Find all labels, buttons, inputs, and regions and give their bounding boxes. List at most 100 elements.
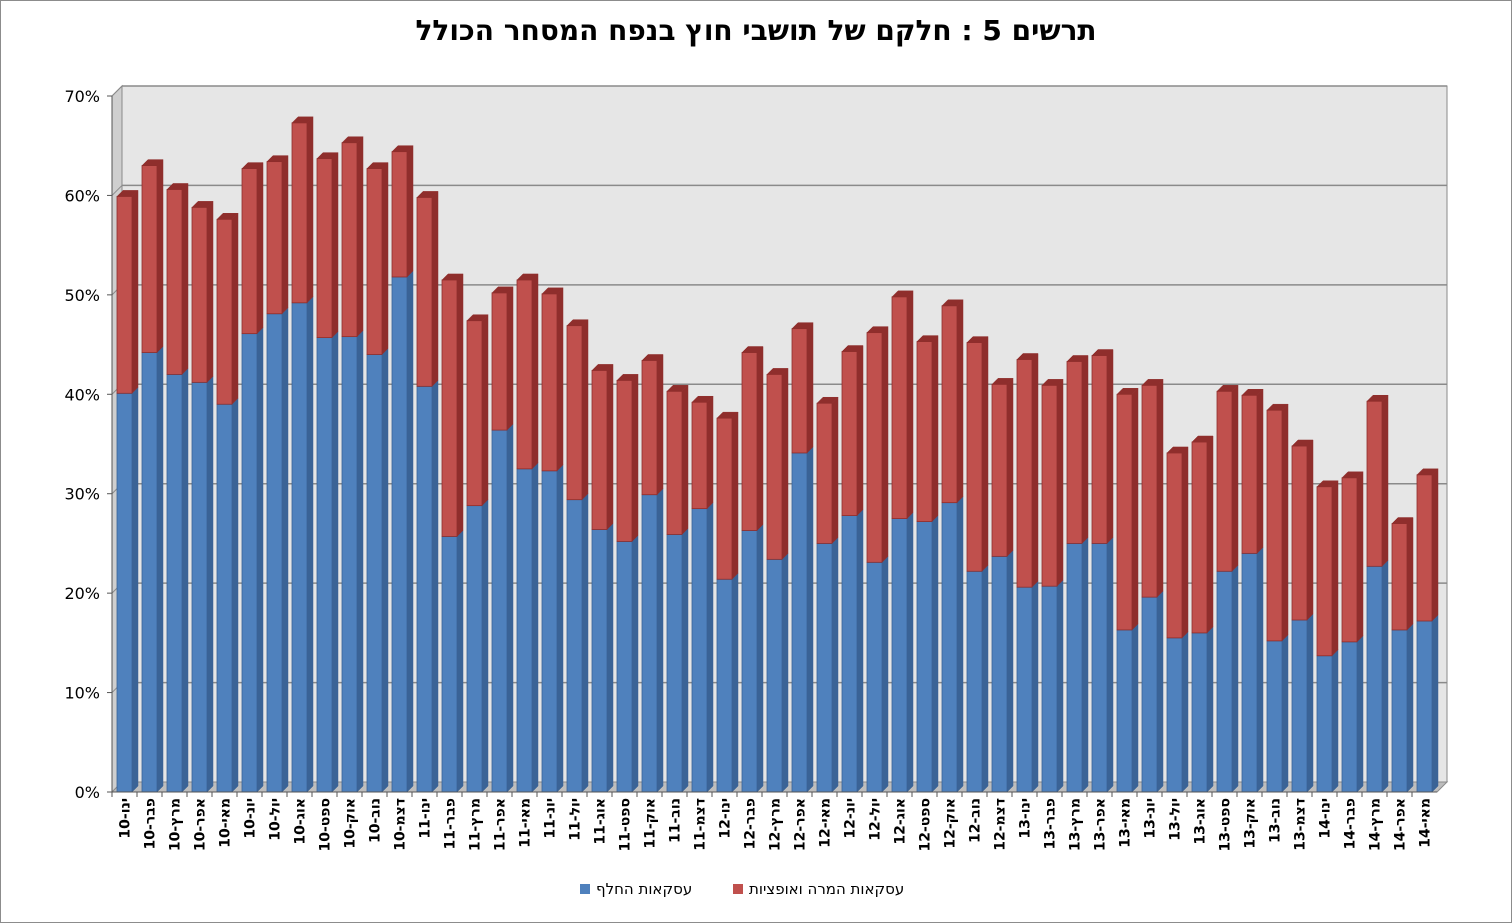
y-tick-label: 50% [64, 286, 100, 305]
bar-swaps [1066, 543, 1083, 793]
bar-swaps [691, 508, 708, 793]
bar-swaps-side [656, 488, 664, 793]
bar-forwards [841, 351, 858, 516]
bar-top [316, 152, 339, 159]
bar-top [591, 364, 614, 371]
bar-forwards [1141, 384, 1158, 598]
bar-top [816, 396, 839, 404]
x-tick-label: יונ-13 [1143, 798, 1159, 839]
x-tick-label: ספט-11 [618, 798, 634, 852]
bar-top [1316, 480, 1339, 488]
bar-top [1016, 353, 1039, 360]
x-tick-label: מרץ-13 [1068, 798, 1084, 851]
bar-forwards-side [1006, 377, 1014, 557]
bar-swaps-side [856, 508, 864, 793]
bar-forwards [941, 305, 958, 504]
bar-forwards-side [1031, 352, 1039, 588]
gridline-side [111, 185, 123, 196]
bar-swaps-side [731, 572, 739, 793]
x-tick-label: אוג-10 [293, 798, 309, 845]
bar-swaps [491, 429, 508, 793]
bar-forwards-side [1131, 387, 1139, 631]
bar-forwards-side [1331, 480, 1339, 657]
bar-swaps-side [1106, 536, 1114, 793]
bar-swaps-side [1431, 614, 1439, 793]
x-tick-label: פבר-12 [743, 798, 759, 849]
bar-top [191, 201, 214, 208]
bar-forwards-side [1231, 384, 1239, 572]
bar-forwards [866, 332, 883, 563]
bar-swaps [1166, 637, 1183, 793]
bar-forwards-side [431, 190, 439, 387]
bar-forwards [516, 279, 533, 470]
x-tick-label: יול-12 [868, 798, 884, 841]
bar-swaps [941, 502, 958, 793]
bar-top [741, 346, 764, 353]
bar-top [241, 162, 264, 169]
bar-forwards [141, 165, 158, 353]
bar-swaps-side [831, 536, 839, 793]
x-tick-label: אוג-11 [593, 798, 609, 845]
bar-forwards [766, 373, 783, 560]
bar-forwards-side [856, 344, 864, 517]
x-tick-label: מאי-13 [1118, 798, 1134, 848]
y-tick-label: 20% [64, 584, 100, 603]
y-tick-label: 40% [64, 385, 100, 404]
bar-forwards-side [906, 290, 914, 520]
legend-item-swaps: עסקאות החלף [580, 880, 692, 898]
bar-swaps [391, 276, 408, 793]
bar-forwards-side [881, 326, 889, 563]
bar-forwards [1241, 394, 1258, 554]
bar-swaps-side [1306, 613, 1314, 793]
bar-forwards-side [256, 161, 264, 335]
x-tick-label: דצמ-12 [993, 798, 1009, 851]
bar-forwards-side [631, 373, 639, 543]
bar-forwards [266, 161, 283, 315]
bar-top [1291, 439, 1314, 447]
bar-swaps [566, 499, 583, 793]
bar-top [1166, 446, 1189, 454]
bar-forwards-side [1106, 348, 1114, 545]
legend: עסקאות החלף עסקאות המרה ואופציות [0, 880, 1512, 904]
y-tick-label: 60% [64, 186, 100, 205]
x-axis: ינו-10 פבר-10 מרץ-10 אפר-10 מאי-10 יונ-10 יול-… [111, 791, 1437, 852]
x-tick-label: פבר-14 [1343, 798, 1359, 849]
bar-swaps-side [1281, 634, 1289, 793]
bar-top [341, 136, 364, 143]
bar-forwards [1066, 361, 1083, 544]
bar-forwards-side [381, 161, 389, 356]
bar-swaps-side [206, 375, 214, 793]
bar-forwards [616, 379, 633, 542]
bar-forwards-side [581, 319, 589, 501]
legend-item-forwards: עסקאות המרה ואופציות [733, 880, 904, 898]
bar-forwards [691, 401, 708, 510]
y-tick-label: 30% [64, 485, 100, 504]
bar-swaps [1041, 585, 1058, 793]
bar-swaps [241, 333, 258, 793]
bar-top [491, 286, 514, 294]
bar-top [1341, 471, 1364, 479]
legend-label-forwards: עסקאות המרה ואופציות [749, 880, 905, 898]
bar-top [116, 190, 139, 197]
bar-swaps-side [631, 534, 639, 793]
bar-top [541, 287, 564, 295]
bar-forwards [741, 352, 758, 531]
legend-swatch-swaps [580, 884, 590, 894]
x-tick-label: אפר-12 [793, 798, 809, 851]
x-tick-label: ינו-12 [718, 798, 734, 839]
bar-forwards [591, 370, 608, 530]
bar-forwards-side [931, 334, 939, 523]
bar-swaps [791, 452, 808, 793]
bar-swaps-side [1031, 580, 1039, 793]
bar-top [266, 155, 289, 162]
gridline-side [111, 85, 123, 97]
bar-top [391, 145, 414, 152]
y-tick-label: 10% [64, 684, 100, 703]
bar-forwards [1266, 409, 1283, 642]
bar-swaps [1216, 570, 1233, 793]
bar-top [1266, 403, 1289, 411]
y-axis: 0% 10% 20% 30% 40% 50% 60% 70% [64, 87, 113, 802]
bar-forwards-side [331, 152, 339, 339]
bar-top [1141, 379, 1164, 386]
x-tick-label: יול-13 [1168, 798, 1184, 841]
